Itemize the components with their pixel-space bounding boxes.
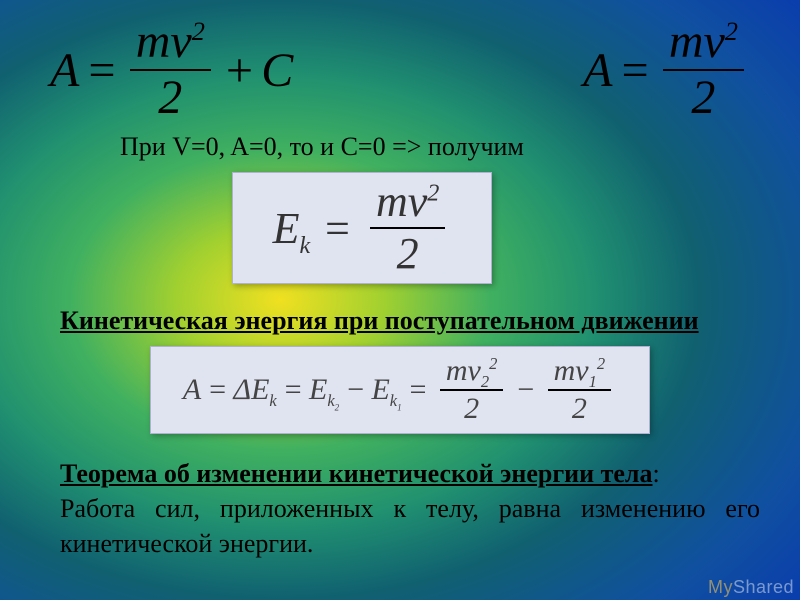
theorem-title: Теорема об изменении кинетической энерги… <box>60 459 653 488</box>
th-dek-base: ΔE <box>233 373 269 406</box>
tl-num: mv2 <box>130 18 211 66</box>
th-num2: mv22 <box>440 356 503 386</box>
th-ek2: Ek2 <box>309 373 339 407</box>
th-dek-sub: k <box>269 391 276 410</box>
tl-num-base: mv <box>136 15 192 68</box>
theorem-block: Теорема об изменении кинетической энерги… <box>60 456 760 561</box>
ek-lhs: Ek <box>273 203 311 254</box>
th-formula: A = ΔEk = Ek2 − Ek1 = mv22 2 − <box>183 356 617 424</box>
tr-num: mv2 <box>663 18 744 66</box>
top-formula-row: A = mv2 2 + C A = mv2 2 <box>0 18 800 122</box>
th-eq3: = <box>408 373 428 407</box>
th-frac1: mv12 2 <box>548 356 611 424</box>
tr-frac: mv2 2 <box>663 18 744 122</box>
th-ek1-base: E <box>371 373 389 406</box>
th-dek: ΔEk <box>233 373 276 407</box>
ek-lhs-base: E <box>273 204 300 253</box>
formula-box-ek: Ek = mv2 2 <box>232 172 492 284</box>
tl-lhs: A <box>50 43 79 98</box>
th-ek1-subk: k <box>390 391 397 410</box>
heading-kinetic: Кинетическая энергия при поступательном … <box>60 306 699 336</box>
th-den1: 2 <box>566 394 593 424</box>
th-ek2-base: E <box>309 373 327 406</box>
tl-plus: + <box>223 43 255 98</box>
tl-eq: = <box>85 43 117 98</box>
th-num2-sup: 2 <box>489 354 497 373</box>
th-ek1-sub1: 1 <box>397 402 402 412</box>
th-bar2 <box>440 389 503 391</box>
watermark-shared: Shared <box>733 577 794 597</box>
ek-lhs-sub: k <box>300 231 311 258</box>
tr-eq: = <box>618 43 650 98</box>
th-minus2: − <box>515 373 535 407</box>
formula-top-right: A = mv2 2 <box>583 18 750 122</box>
ek-num-base: mv <box>376 177 427 226</box>
th-ek2-subk: k <box>327 391 334 410</box>
ek-num: mv2 <box>370 180 445 224</box>
tr-den: 2 <box>685 74 721 122</box>
watermark-my: My <box>708 577 733 597</box>
th-bar1 <box>548 389 611 391</box>
th-eq1: = <box>207 373 227 407</box>
th-ek1-sub: k1 <box>390 391 402 410</box>
tr-num-base: mv <box>669 15 725 68</box>
th-ek2-sub2: 2 <box>335 402 340 412</box>
th-ek1: Ek1 <box>371 373 401 407</box>
th-num1-base: mv <box>554 354 589 387</box>
th-eq2: = <box>283 373 303 407</box>
ek-frac: mv2 2 <box>370 180 445 276</box>
tl-frac: mv2 2 <box>130 18 211 122</box>
th-num1: mv12 <box>548 356 611 386</box>
ek-den: 2 <box>391 232 425 276</box>
slide-root: A = mv2 2 + C A = mv2 2 П <box>0 0 800 600</box>
formula-top-left: A = mv2 2 + C <box>50 18 293 122</box>
theorem-body: Работа сил, приложенных к телу, равна из… <box>60 494 760 558</box>
tr-lhs: A <box>583 43 612 98</box>
tl-num-sup: 2 <box>192 16 205 46</box>
th-num1-sup: 2 <box>597 354 605 373</box>
condition-text: При V=0, A=0, то и С=0 => получим <box>120 132 524 162</box>
th-num2-base: mv <box>446 354 481 387</box>
watermark: MyShared <box>708 577 794 598</box>
th-frac2: mv22 2 <box>440 356 503 424</box>
th-minus1: − <box>345 373 365 407</box>
tr-num-sup: 2 <box>725 16 738 46</box>
ek-eq: = <box>322 203 352 254</box>
th-ek2-sub: k2 <box>327 391 339 410</box>
tl-den: 2 <box>152 74 188 122</box>
ek-formula: Ek = mv2 2 <box>273 180 452 276</box>
th-A: A <box>183 373 201 407</box>
formula-box-theorem: A = ΔEk = Ek2 − Ek1 = mv22 2 − <box>150 346 650 434</box>
th-den2: 2 <box>458 394 485 424</box>
ek-num-sup: 2 <box>427 179 439 206</box>
tl-tail: C <box>261 43 293 98</box>
theorem-colon: : <box>653 459 660 488</box>
